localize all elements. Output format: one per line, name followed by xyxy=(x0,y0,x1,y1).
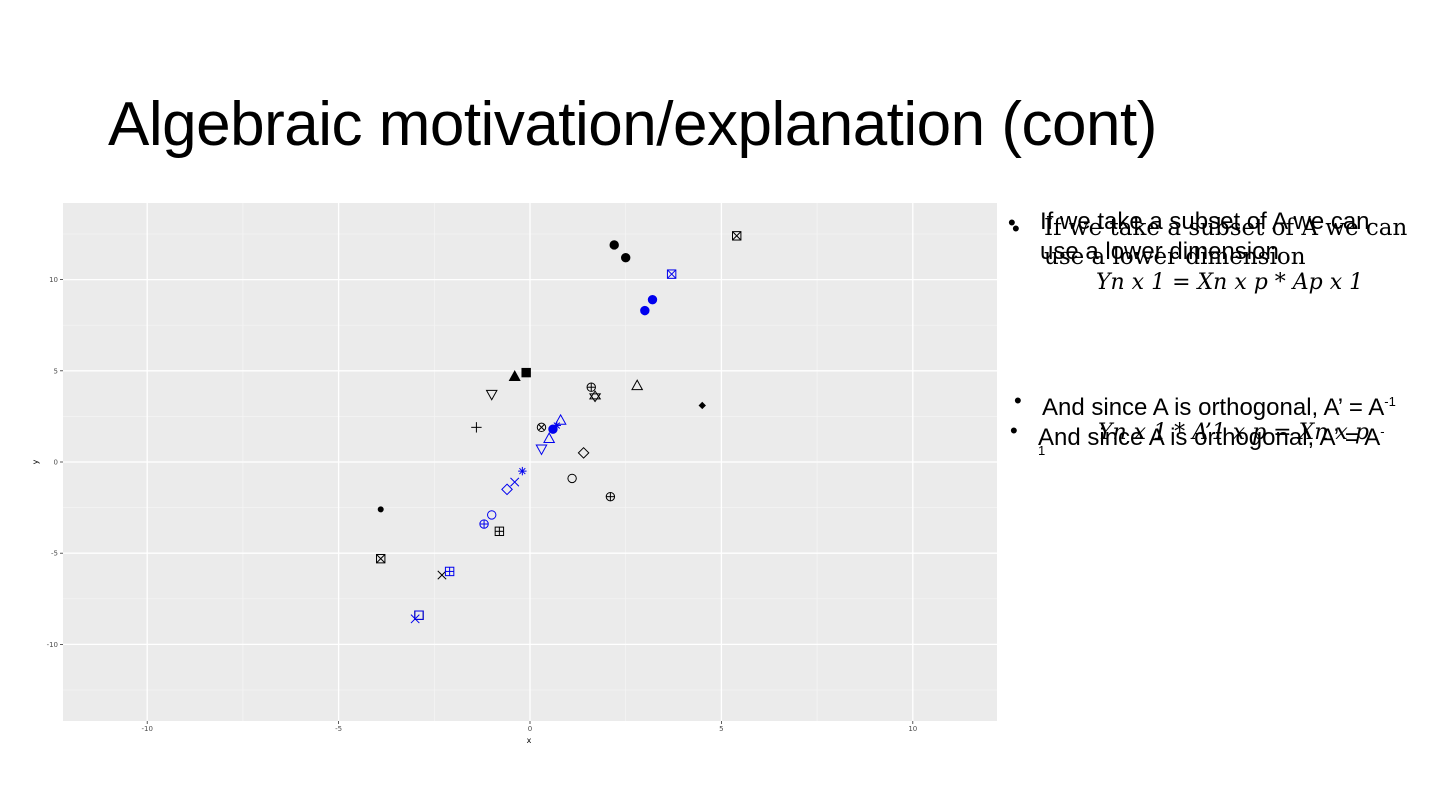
scatter-point xyxy=(501,483,513,496)
scatter-point xyxy=(521,367,531,378)
bullet-3-tail: 1 xyxy=(1038,443,1046,458)
scatter-point xyxy=(444,566,455,577)
bullet-1-line-2: use a lower dimension xyxy=(1040,238,1279,265)
x-axis-label: x xyxy=(527,736,532,745)
scatter-point xyxy=(567,473,577,484)
scatter-point xyxy=(609,240,619,250)
bullet-1-line-2-shadow: use a lower dimension xyxy=(1044,244,1306,270)
scatter-point xyxy=(485,389,498,401)
scatter-point xyxy=(554,413,567,425)
bullet-1-line-1: If we take a subset of A we can xyxy=(1040,208,1370,235)
slide-title: Algebraic motivation/explanation (cont) xyxy=(108,90,1157,159)
scatter-point xyxy=(588,390,602,403)
scatter-point xyxy=(543,432,556,443)
bullet-2: And since A is orthogonal, A’ = A-1 xyxy=(1042,394,1396,421)
y-tick-label: 0 xyxy=(54,459,58,467)
scatter-point xyxy=(494,526,505,537)
bullet-panel: • If we take a subset of A we can use a … xyxy=(1000,0,1440,810)
bullet-3: And since A is orthogonal, A’ = A- xyxy=(1038,424,1385,451)
scatter-point xyxy=(508,370,521,381)
bullet-1-line-1-shadow: If we take a subset of A we can xyxy=(1044,215,1408,241)
y-tick-label: -10 xyxy=(47,641,58,649)
x-tick-label: 10 xyxy=(908,725,917,733)
scatter-point xyxy=(510,477,520,487)
scatter-point xyxy=(548,424,558,434)
x-tick-label: 0 xyxy=(528,725,532,733)
bullet-dot: • xyxy=(1010,418,1018,443)
x-tick-label: -10 xyxy=(141,725,152,733)
scatter-point xyxy=(487,510,497,520)
scatter-point xyxy=(732,231,742,241)
x-tick-label: 5 xyxy=(719,725,723,733)
scatter-point xyxy=(620,253,631,263)
scatter-point xyxy=(605,491,616,502)
y-axis-label: y xyxy=(31,459,40,464)
scatter-point xyxy=(647,294,658,305)
scatter-point xyxy=(640,305,650,316)
bullet-dot: • xyxy=(1014,388,1022,413)
scatter-point xyxy=(631,379,644,391)
equation-2: Yn x 1 * A’1 x p = Xn x p xyxy=(1098,420,1369,445)
scatter-point xyxy=(377,506,384,513)
y-tick-label: 5 xyxy=(54,367,58,375)
bullet-dot: • xyxy=(1008,210,1016,235)
scatter-point xyxy=(586,382,596,392)
scatter-point xyxy=(471,422,482,433)
y-tick-label: -5 xyxy=(51,550,58,558)
scatter-point xyxy=(437,570,447,580)
x-tick-label: -5 xyxy=(335,725,342,733)
scatter-point xyxy=(535,444,548,456)
scatter-point xyxy=(479,519,489,529)
scatter-point xyxy=(698,401,706,410)
bullet-dot-shadow: • xyxy=(1012,216,1020,241)
equation-1: Yn x 1 = Xn x p * Ap x 1 xyxy=(1096,270,1364,295)
scatter-point xyxy=(666,269,677,279)
scatter-point xyxy=(577,446,590,459)
scatter-point xyxy=(414,610,424,620)
scatter-point xyxy=(518,466,527,476)
scatter-point xyxy=(376,553,386,564)
y-tick-label: 10 xyxy=(49,276,58,284)
scatter-point xyxy=(536,422,547,433)
